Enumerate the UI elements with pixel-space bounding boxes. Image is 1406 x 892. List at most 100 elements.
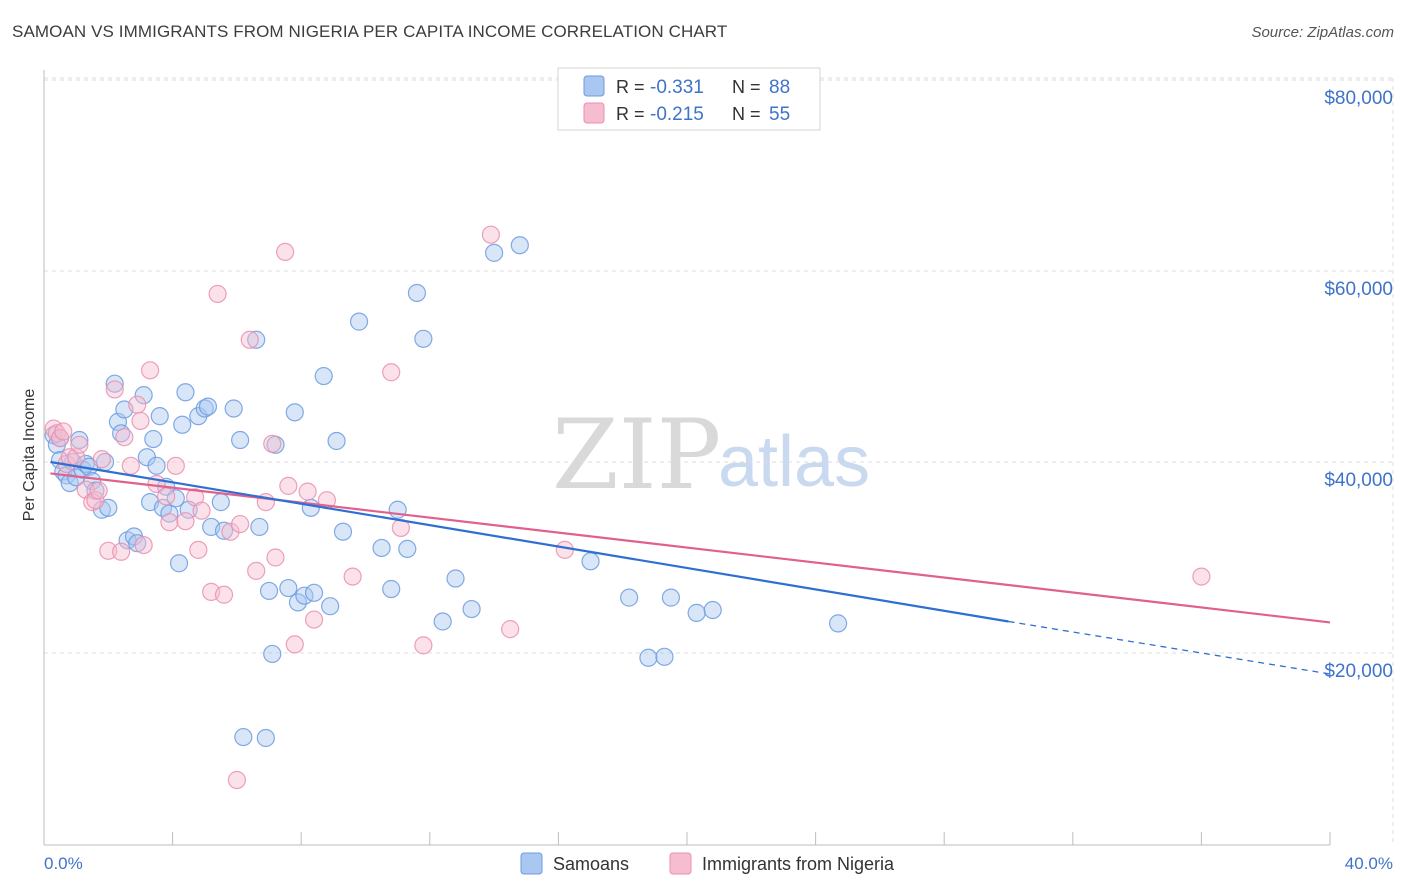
point-samoans	[414, 329, 433, 348]
legend-swatch-samoans-bottom	[520, 852, 543, 875]
point-samoans	[407, 283, 427, 303]
point-samoans	[372, 538, 391, 558]
point-nigeria	[240, 330, 259, 349]
point-nigeria	[189, 540, 208, 559]
point-samoans	[639, 648, 658, 667]
point-nigeria	[134, 535, 153, 555]
chart-title: SAMOAN VS IMMIGRANTS FROM NIGERIA PER CA…	[12, 22, 728, 41]
point-nigeria	[214, 585, 234, 604]
point-nigeria	[86, 491, 105, 510]
point-samoans	[92, 500, 111, 519]
point-nigeria	[279, 476, 298, 495]
point-nigeria	[304, 610, 324, 629]
x-axis-ticks	[172, 832, 1331, 845]
point-samoans	[301, 498, 320, 517]
point-nigeria	[192, 501, 211, 520]
legend-n-value: 55	[769, 104, 790, 125]
y-tick-label: $20,000	[1324, 661, 1393, 682]
point-samoans	[462, 599, 481, 619]
y-axis-label: Per Capita Income	[21, 389, 38, 522]
source-note: Source: ZipAtlas.com	[1251, 24, 1394, 41]
point-samoans	[173, 415, 192, 434]
point-nigeria	[227, 770, 246, 790]
point-samoans	[169, 554, 189, 573]
point-samoans	[234, 727, 253, 747]
y-tick-label: $60,000	[1324, 279, 1393, 300]
point-samoans	[259, 581, 279, 601]
point-samoans	[398, 539, 417, 559]
point-nigeria	[263, 434, 282, 453]
point-nigeria	[128, 395, 147, 414]
point-samoans	[333, 522, 353, 541]
point-samoans	[256, 728, 275, 748]
point-nigeria	[176, 512, 195, 531]
point-nigeria	[266, 548, 285, 567]
point-samoans	[655, 647, 674, 666]
trend-line-samoans	[50, 460, 1009, 623]
point-samoans	[446, 569, 465, 588]
legend-n-value: 88	[769, 77, 790, 98]
point-nigeria	[414, 636, 433, 655]
point-samoans	[105, 374, 124, 393]
point-nigeria	[121, 456, 140, 475]
point-nigeria	[115, 428, 134, 447]
point-samoans	[150, 407, 169, 426]
point-samoans	[198, 397, 218, 416]
point-samoans	[70, 430, 89, 450]
point-nigeria	[166, 456, 185, 475]
point-samoans	[263, 644, 282, 664]
legend-swatch-nigeria	[583, 102, 605, 124]
point-samoans	[134, 386, 153, 405]
legend-r-label: R =	[616, 77, 645, 97]
x-tick-label-min: 0.0%	[44, 854, 83, 873]
y-tick-label: $80,000	[1324, 88, 1393, 109]
point-nigeria	[112, 542, 131, 561]
point-nigeria	[298, 482, 317, 501]
point-samoans	[485, 243, 504, 262]
point-samoans	[581, 552, 600, 571]
point-samoans	[147, 456, 166, 475]
point-samoans	[247, 330, 266, 349]
point-samoans	[211, 493, 230, 512]
series-legend: Samoans Immigrants from Nigeria	[520, 852, 895, 875]
point-nigeria	[501, 620, 520, 639]
point-nigeria	[54, 422, 73, 441]
point-samoans	[510, 236, 529, 255]
point-samoans	[703, 600, 722, 620]
point-samoans	[195, 399, 214, 418]
legend-swatch-nigeria-bottom	[669, 852, 692, 875]
point-nigeria	[89, 481, 108, 500]
point-nigeria	[70, 435, 89, 454]
point-samoans	[388, 500, 407, 519]
point-nigeria	[208, 284, 227, 304]
point-nigeria	[83, 493, 102, 512]
point-samoans	[285, 403, 304, 422]
point-nigeria	[481, 225, 500, 244]
legend-label-samoans: Samoans	[553, 854, 629, 874]
point-samoans	[231, 430, 250, 450]
point-nigeria	[105, 380, 124, 399]
trend-line-samoans-extension	[1008, 620, 1331, 675]
point-samoans	[321, 597, 340, 616]
point-nigeria	[247, 561, 266, 580]
point-samoans	[176, 383, 195, 402]
point-samoans	[250, 517, 269, 537]
point-samoans	[189, 407, 208, 426]
legend-n-label: N =	[732, 77, 761, 97]
point-nigeria	[92, 450, 111, 469]
legend-n-label: N =	[732, 104, 761, 124]
point-samoans	[620, 588, 639, 607]
point-nigeria	[231, 514, 250, 534]
point-nigeria	[131, 411, 150, 431]
point-samoans	[224, 399, 243, 418]
point-samoans	[382, 579, 401, 599]
point-samoans	[288, 593, 308, 612]
watermark-zip: ZIP	[552, 399, 721, 511]
point-samoans	[433, 612, 452, 631]
point-nigeria	[285, 635, 304, 654]
point-samoans	[661, 588, 681, 607]
x-tick-label-max: 40.0%	[1345, 854, 1393, 873]
point-samoans	[214, 521, 234, 540]
legend-r-label: R =	[616, 104, 645, 124]
